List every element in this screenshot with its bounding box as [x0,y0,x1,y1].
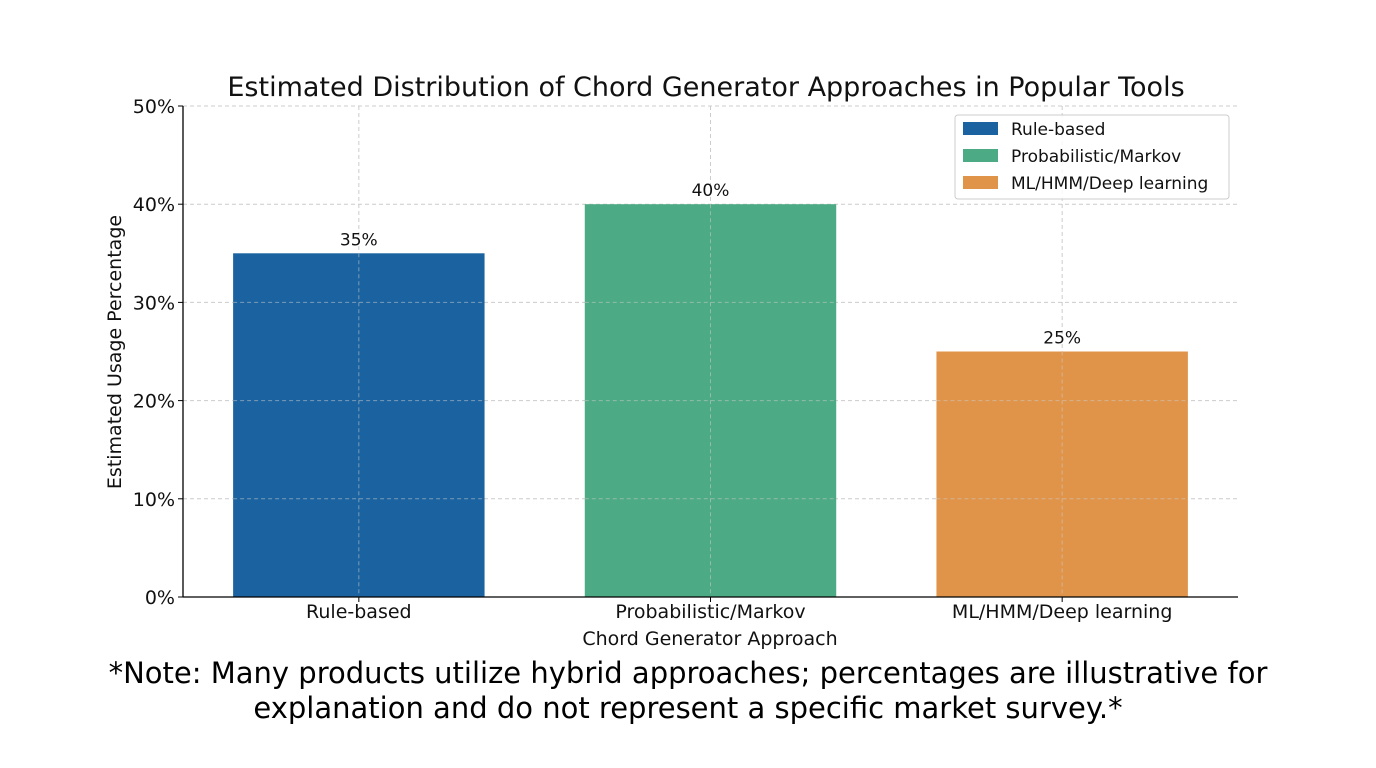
data-label: 35% [340,230,378,250]
legend: Rule-based Probabilistic/Markov ML/HMM/Dee… [954,114,1230,200]
y-tick-label: 40% [133,194,175,216]
data-labels: 35% 40% 25% [340,181,1081,348]
legend-label: Rule-based [1011,120,1105,140]
bar-chart: Estimated Distribution of Chord Generato… [104,72,1238,650]
legend-label: ML/HMM/Deep learning [1011,174,1208,194]
legend-label: Probabilistic/Markov [1011,147,1181,167]
y-tick-labels: 0% 10% 20% 30% 40% 50% [133,96,183,609]
y-tick-label: 0% [145,587,175,609]
bars [233,204,1188,598]
y-tick-label: 10% [133,489,175,511]
x-tick-label: Rule-based [306,601,412,623]
legend-box [954,114,1230,200]
y-axis-label: Estimated Usage Percentage [104,215,126,489]
legend-swatch [963,176,998,189]
y-tick-label: 30% [133,292,175,314]
footnote-line-1: *Note: Many products utilize hybrid appr… [108,656,1268,690]
legend-swatch [963,122,998,135]
data-label: 25% [1043,329,1081,349]
x-tick-label: Probabilistic/Markov [615,601,805,623]
chart-area: Estimated Distribution of Chord Generato… [104,72,1238,650]
data-label: 40% [692,181,730,201]
y-tick-label: 50% [133,96,175,118]
y-tick-label: 20% [133,391,175,413]
x-axis-label: Chord Generator Approach [582,628,837,650]
x-tick-label: ML/HMM/Deep learning [952,601,1172,623]
chart-title: Estimated Distribution of Chord Generato… [227,72,1184,103]
legend-swatch [963,149,998,162]
footnote: *Note: Many products utilize hybrid appr… [0,656,1376,726]
x-tick-labels: Rule-based Probabilistic/Markov ML/HMM/Dee… [306,597,1172,623]
footnote-line-2: explanation and do not represent a speci… [253,691,1123,725]
